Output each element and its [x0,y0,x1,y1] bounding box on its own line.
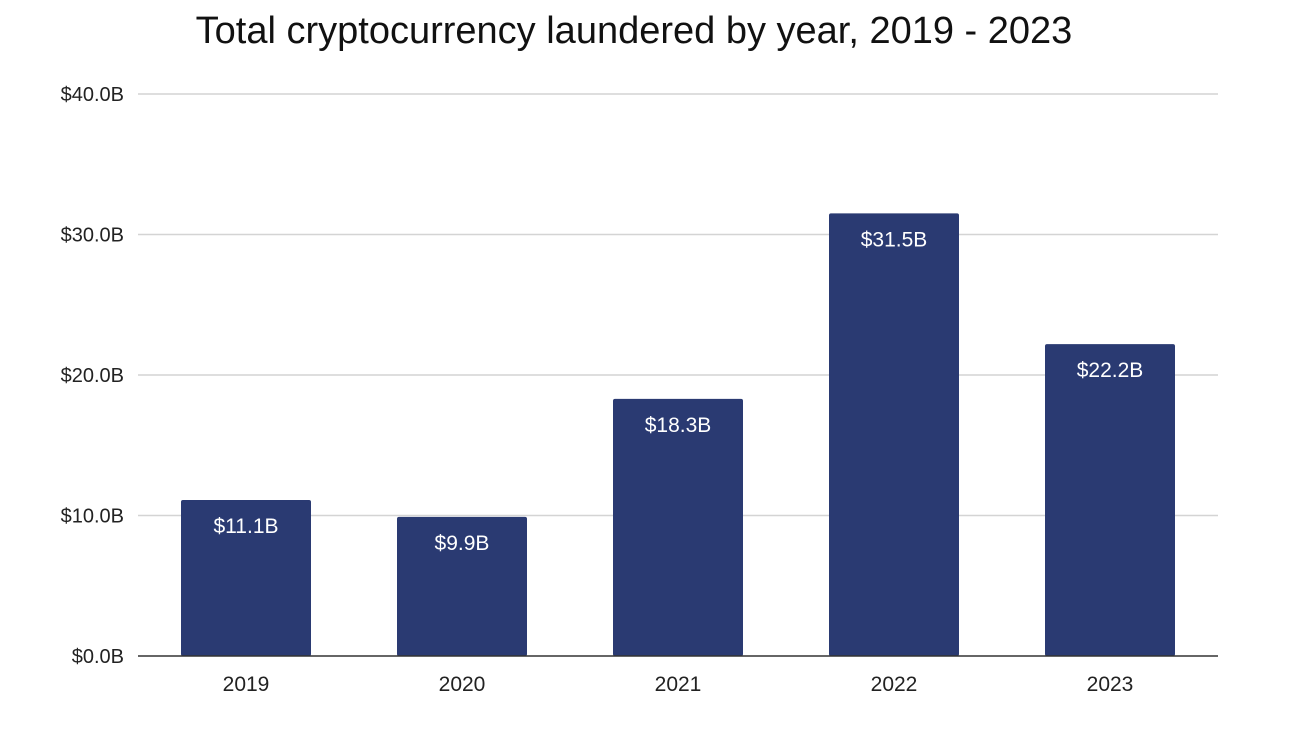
data-label-2022: $31.5B [861,228,928,251]
x-tick-label: 2023 [1087,673,1134,696]
bar-2019 [181,500,311,656]
data-label-2020: $9.9B [435,532,490,555]
x-tick-label: 2020 [439,673,486,696]
data-label-2021: $18.3B [645,414,712,437]
y-tick-label: $20.0B [61,365,124,387]
x-tick-label: 2019 [223,673,270,696]
bar-2020 [397,516,527,656]
bars [181,213,1175,657]
data-label-2023: $22.2B [1077,359,1144,382]
x-tick-label: 2021 [655,673,702,696]
data-labels: $11.1B $9.9B $18.3B $31.5B $22.2B [214,228,1144,554]
data-label-2019: $11.1B [214,515,279,538]
bar-2022 [829,213,959,657]
chart-title: Total cryptocurrency laundered by year, … [196,10,1073,52]
bar-2023 [1045,344,1175,656]
y-axis-tick-labels: $0.0B $10.0B $20.0B $30.0B $40.0B [61,84,124,668]
y-tick-label: $40.0B [61,84,124,106]
x-tick-label: 2022 [871,673,918,696]
y-tick-label: $10.0B [61,506,124,528]
x-axis-tick-labels: 2019 2020 2021 2022 2023 [223,673,1134,696]
y-tick-label: $30.0B [61,225,124,247]
y-tick-label: $0.0B [72,646,124,668]
bar-2021 [613,398,743,656]
